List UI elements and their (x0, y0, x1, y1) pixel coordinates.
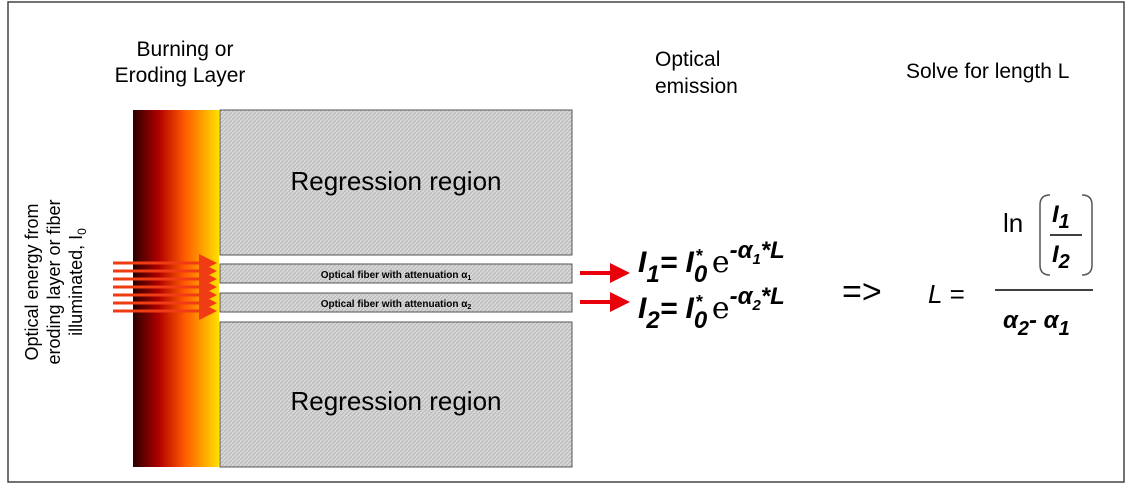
region-label: Regression region (290, 166, 501, 196)
numerator: I1 (1052, 201, 1070, 233)
equation-part: 0 (694, 307, 708, 334)
equation-part: α (1003, 307, 1019, 334)
side-label: Optical energy from eroding layer or fib… (22, 199, 89, 364)
equation-part: 0 (694, 261, 708, 288)
output-arrows (580, 263, 630, 312)
fiber-text: Optical fiber with attenuation α (321, 270, 469, 281)
denominator-inner: I2 (1052, 241, 1070, 273)
emission-label: Optical (655, 48, 720, 71)
parentheses (1039, 194, 1093, 276)
equation-part: 2 (751, 297, 761, 314)
equation-part: * (695, 246, 703, 266)
fiber-text: Optical fiber with attenuation α (321, 299, 469, 310)
equation-part: e (702, 245, 729, 280)
ln: ln (1003, 208, 1023, 238)
frame (7, 1, 1125, 483)
svg-text:illuminated, I0: illuminated, I0 (66, 228, 89, 336)
equation-part: -α (730, 237, 754, 264)
side-line: illuminated, I (66, 235, 86, 336)
solution-lhs: L = (928, 279, 964, 309)
side-line: eroding layer or fiber (44, 199, 64, 364)
equation-part: *L (761, 283, 785, 310)
equation-part: I (1052, 241, 1060, 268)
equation-part: I (1052, 201, 1060, 228)
equation-part: 1 (1059, 211, 1070, 233)
region-label: Regression region (290, 386, 501, 416)
implies: => (842, 273, 882, 311)
layer-label: Burning or (137, 38, 234, 61)
equation-part: I (638, 246, 647, 279)
equation-part: = I (660, 292, 695, 325)
solve-label: Solve for length L (906, 60, 1069, 83)
equation-part: - α (1029, 307, 1060, 334)
equation-part: = I (660, 246, 695, 279)
subscript: 0 (75, 228, 89, 235)
equation-part: *L (761, 237, 785, 264)
subscript: 1 (467, 275, 471, 282)
fiber (219, 292, 573, 313)
fiber (219, 263, 573, 284)
equation-part: 1 (752, 251, 760, 268)
emission-label: emission (655, 75, 738, 98)
regression-box (219, 109, 573, 256)
fiber-label: Optical fiber with attenuation α1 (321, 270, 472, 282)
equation-part: 2 (1017, 318, 1029, 340)
fiber-label: Optical fiber with attenuation α2 (321, 299, 472, 311)
equation-part: 2 (1058, 251, 1070, 273)
denominator: α2- α1 (1003, 307, 1070, 340)
layer-label: Eroding Layer (115, 64, 246, 87)
equation-part: e (702, 291, 729, 326)
regression-box (219, 321, 573, 468)
equation-part: -α (730, 283, 754, 310)
input-arrows (113, 254, 217, 320)
side-line: Optical energy from (22, 203, 42, 360)
equation-part: 1 (1059, 318, 1070, 340)
equation: I2= I0* e-α2*L (638, 283, 785, 334)
equation-part: 2 (645, 307, 660, 334)
subscript: 2 (467, 304, 471, 311)
equation-part: * (695, 292, 703, 312)
equation-part: 1 (646, 261, 659, 288)
equation: I1= I0* e-α1*L (638, 237, 785, 288)
equation-part: I (638, 292, 647, 325)
